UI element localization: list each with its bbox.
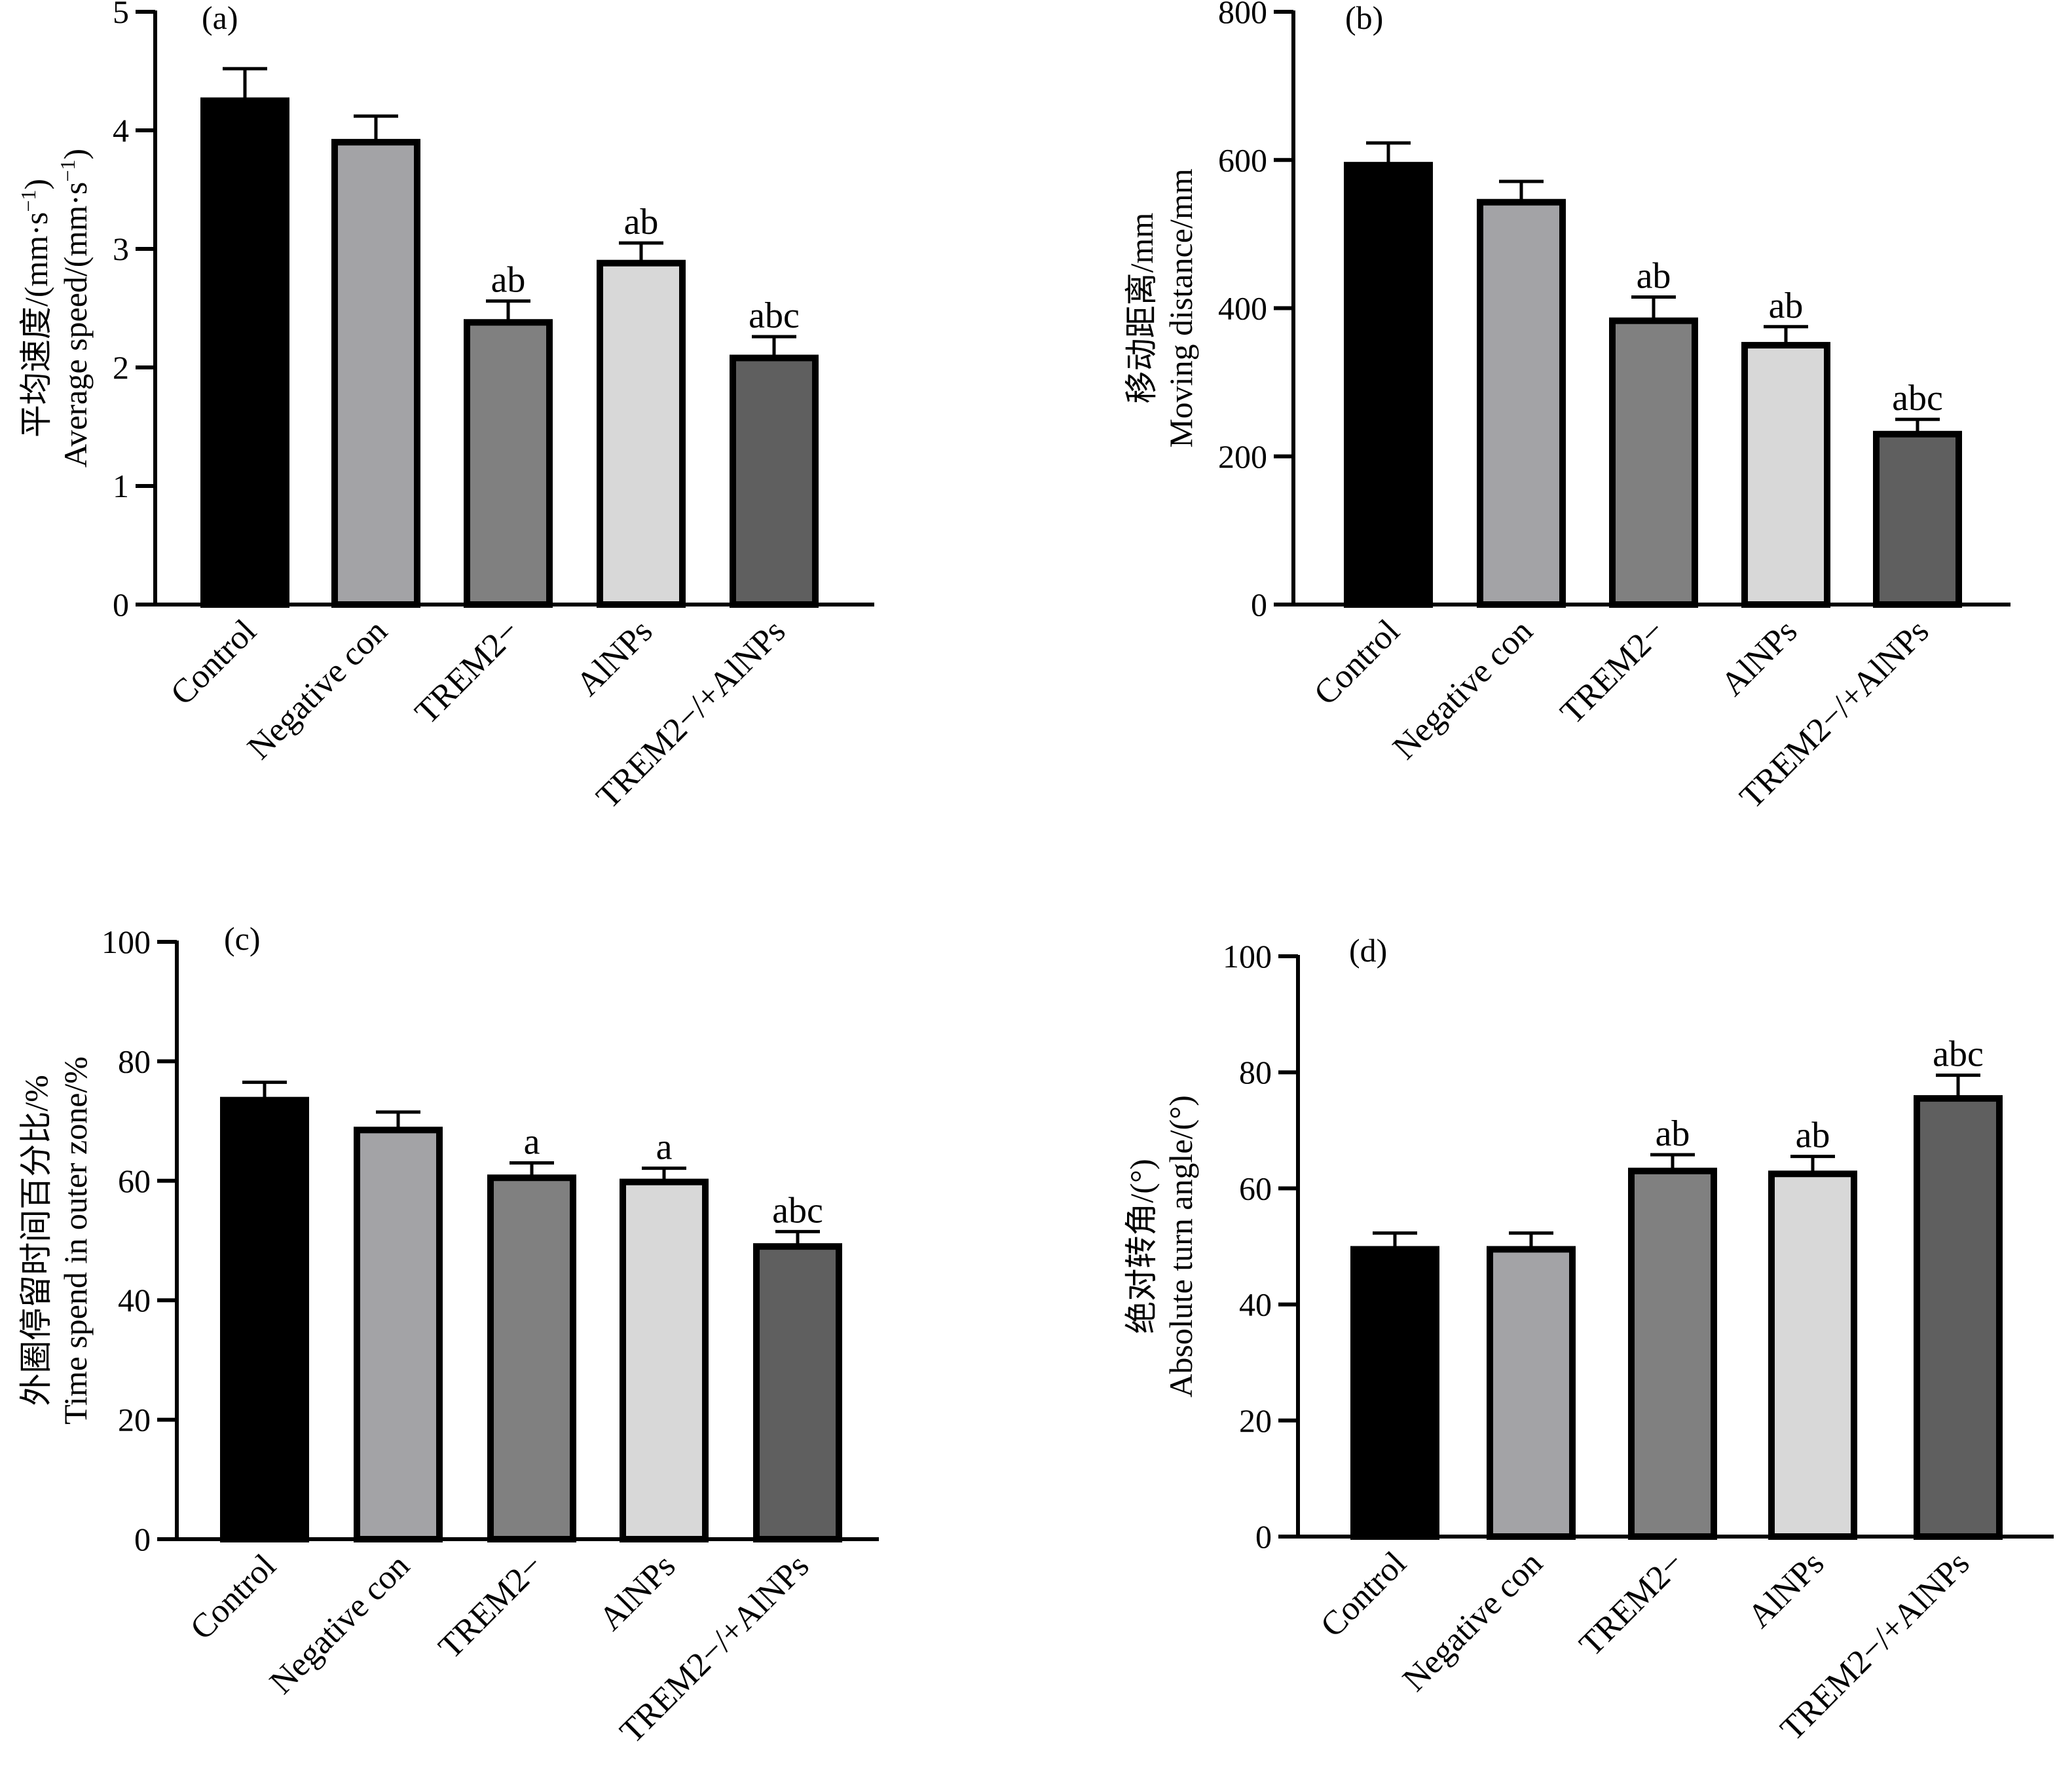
significance-label: abc <box>1933 1034 1984 1075</box>
y-tick-label: 0 <box>134 1521 151 1558</box>
category-label: AlNPs <box>1714 612 1804 703</box>
y-axis-label-en: Absolute turn angle/(°) <box>1162 1095 1199 1398</box>
significance-label: ab <box>1796 1115 1830 1156</box>
y-tick-label: 0 <box>1251 586 1267 623</box>
category-label: Negative con <box>240 612 394 766</box>
category-label: AlNPs <box>592 1547 682 1637</box>
category-label: TREM2− <box>408 612 527 732</box>
y-tick-label: 200 <box>1218 438 1267 475</box>
bar-2 <box>1477 198 1566 608</box>
category-label: TREM2− <box>1553 612 1673 732</box>
y-tick-label: 4 <box>113 112 129 149</box>
y-axis-label-cn: 外圈停留时间百分比/% <box>18 1075 54 1406</box>
y-tick-label: 0 <box>113 586 129 623</box>
y-axis-label-cn: 绝对转角/(°) <box>1123 1159 1160 1334</box>
category-label: TREM2− <box>1572 1544 1692 1664</box>
y-tick-label: 80 <box>1239 1054 1272 1091</box>
y-tick-label: 800 <box>1218 0 1267 30</box>
y-tick-label: 80 <box>118 1043 151 1079</box>
y-tick-label: 100 <box>102 924 151 960</box>
category-label: TREM2− <box>432 1547 551 1666</box>
bar-1 <box>200 97 289 608</box>
significance-label: abc <box>772 1190 823 1231</box>
y-axis-label-en: Moving distance/mm <box>1162 168 1199 447</box>
significance-label: ab <box>1769 286 1804 326</box>
y-tick-label: 40 <box>1239 1286 1272 1323</box>
y-tick-label: 3 <box>113 231 129 267</box>
panel-label: (b) <box>1345 0 1383 36</box>
significance-label: ab <box>491 260 526 301</box>
y-tick-label: 0 <box>1255 1518 1272 1555</box>
bar-5 <box>1914 1095 2003 1540</box>
bar-4 <box>620 1178 709 1542</box>
significance-label: abc <box>1892 378 1943 419</box>
bar-5 <box>1873 430 1962 608</box>
y-tick-label: 20 <box>118 1402 151 1438</box>
y-axis-label-cn: 移动距离/mm <box>1123 213 1160 404</box>
significance-label: ab <box>1656 1113 1690 1154</box>
bar-2 <box>1487 1246 1576 1540</box>
significance-label: a <box>656 1127 673 1168</box>
category-label: AlNPs <box>569 612 659 703</box>
bar-4 <box>1741 342 1830 608</box>
y-tick-label: 2 <box>113 349 129 386</box>
panel-b: 0 200 400 600 800 (b) 移动距离/mm Moving distance/m… <box>1123 0 2011 816</box>
panel-a: 0 1 2 3 4 5 (a) 平均速度/(mm·s−1) Average speed/(mm·… <box>16 0 874 816</box>
panel-d: 0 20 40 60 80 100 (d) 绝对转角/(°) Absolute turn ang… <box>1123 932 2054 1748</box>
y-tick-label: 5 <box>113 0 129 30</box>
category-label: Control <box>1314 1544 1414 1645</box>
bar-5 <box>730 354 819 608</box>
significance-label: a <box>524 1121 540 1162</box>
bar-2 <box>331 139 420 608</box>
bar-4 <box>1768 1170 1857 1540</box>
y-tick-label: 400 <box>1218 290 1267 327</box>
panel-label: (d) <box>1349 932 1387 969</box>
category-label: AlNPs <box>1741 1544 1831 1635</box>
bar-5 <box>753 1243 842 1542</box>
y-tick-label: 20 <box>1239 1402 1272 1439</box>
bar-1 <box>220 1096 309 1543</box>
bar-1 <box>1344 162 1433 608</box>
y-tick-label: 40 <box>118 1282 151 1318</box>
panel-c: 0 20 40 60 80 100 (c) 外圈停留时间百分比/% Time spend in … <box>18 920 879 1751</box>
y-tick-label: 60 <box>1239 1170 1272 1206</box>
category-label: Negative con <box>263 1547 417 1701</box>
y-axis-label-en: Average speed/(mm·s−1) <box>56 149 94 468</box>
bar-3 <box>1628 1167 1717 1540</box>
y-axis-label-en: Time spend in outer zone/% <box>57 1056 94 1425</box>
y-axis-label-cn: 平均速度/(mm·s−1) <box>16 179 54 438</box>
y-tick-label: 100 <box>1223 938 1272 975</box>
bar-2 <box>354 1127 443 1542</box>
bar-1 <box>1350 1246 1439 1540</box>
bar-3 <box>464 319 553 608</box>
y-tick-label: 600 <box>1218 141 1267 178</box>
category-label: Negative con <box>1396 1544 1549 1698</box>
bar-4 <box>597 259 686 608</box>
category-label: Control <box>1307 612 1407 713</box>
significance-label: ab <box>1637 256 1671 297</box>
category-label: Control <box>164 612 264 713</box>
category-label: Control <box>183 1547 284 1647</box>
panel-label: (c) <box>224 920 261 957</box>
panel-label: (a) <box>202 0 238 36</box>
category-label: Negative con <box>1386 612 1540 766</box>
bar-3 <box>1609 317 1698 608</box>
bar-3 <box>487 1174 576 1542</box>
significance-label: ab <box>624 202 659 242</box>
y-tick-label: 1 <box>113 468 129 504</box>
y-tick-label: 60 <box>118 1163 151 1199</box>
significance-label: abc <box>749 295 800 336</box>
